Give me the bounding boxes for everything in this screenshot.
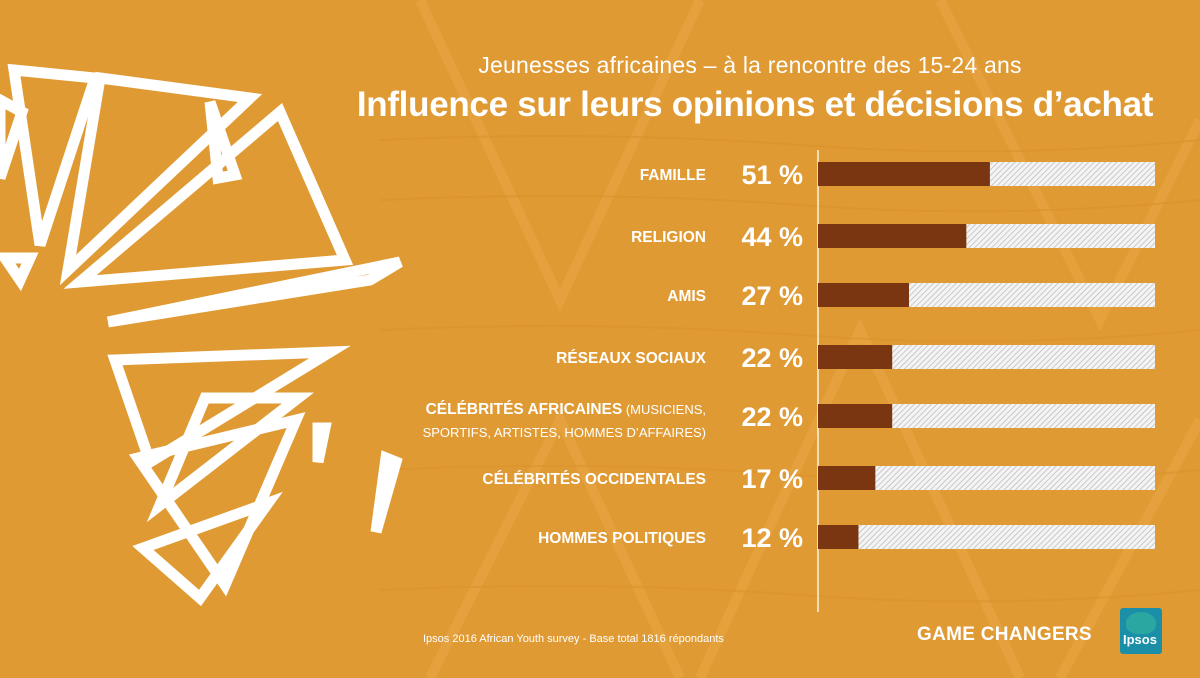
value-label: 27 %	[741, 281, 803, 311]
category-label: AMIS	[667, 288, 706, 305]
bar	[818, 283, 909, 307]
source-note: Ipsos 2016 African Youth survey - Base t…	[423, 633, 724, 645]
category-label: RELIGION	[631, 229, 706, 246]
bar-remainder	[892, 404, 1155, 428]
africa-outline-graphic	[0, 63, 403, 607]
category-label: RÉSEAUX SOCIAUX	[556, 350, 707, 367]
chart-title: Influence sur leurs opinions et décision…	[356, 85, 1154, 124]
bar-remainder	[858, 525, 1155, 549]
bar-remainder	[908, 283, 1155, 307]
brand-text: GAME CHANGERS	[917, 624, 1092, 645]
bar	[818, 404, 893, 428]
bar	[818, 525, 859, 549]
category-label: HOMMES POLITIQUES	[538, 530, 706, 547]
bar-remainder	[989, 162, 1155, 186]
category-label: CÉLÉBRITÉS AFRICAINES (MUSICIENS,CÉLÉBRI…	[426, 401, 706, 418]
category-label-continued: SPORTIFS, ARTISTES, HOMMES D’AFFAIRES)	[423, 425, 706, 440]
category-label: CÉLÉBRITÉS OCCIDENTALES	[482, 471, 706, 488]
bar	[818, 466, 876, 490]
value-label: 22 %	[741, 402, 803, 432]
bar	[818, 345, 893, 369]
bar-remainder	[892, 345, 1155, 369]
value-label: 17 %	[741, 464, 803, 494]
value-label: 51 %	[741, 160, 803, 190]
value-label: 44 %	[741, 222, 803, 252]
ipsos-logo-text: Ipsos	[1123, 632, 1157, 647]
bar	[818, 224, 967, 248]
bar-remainder	[966, 224, 1155, 248]
chart-subtitle: Jeunesses africaines – à la rencontre de…	[478, 52, 1022, 78]
bar	[818, 162, 990, 186]
category-label: FAMILLE	[640, 167, 706, 184]
ipsos-logo: Ipsos	[1120, 608, 1162, 654]
bar-remainder	[875, 466, 1155, 490]
value-label: 12 %	[741, 523, 803, 553]
value-label: 22 %	[741, 343, 803, 373]
